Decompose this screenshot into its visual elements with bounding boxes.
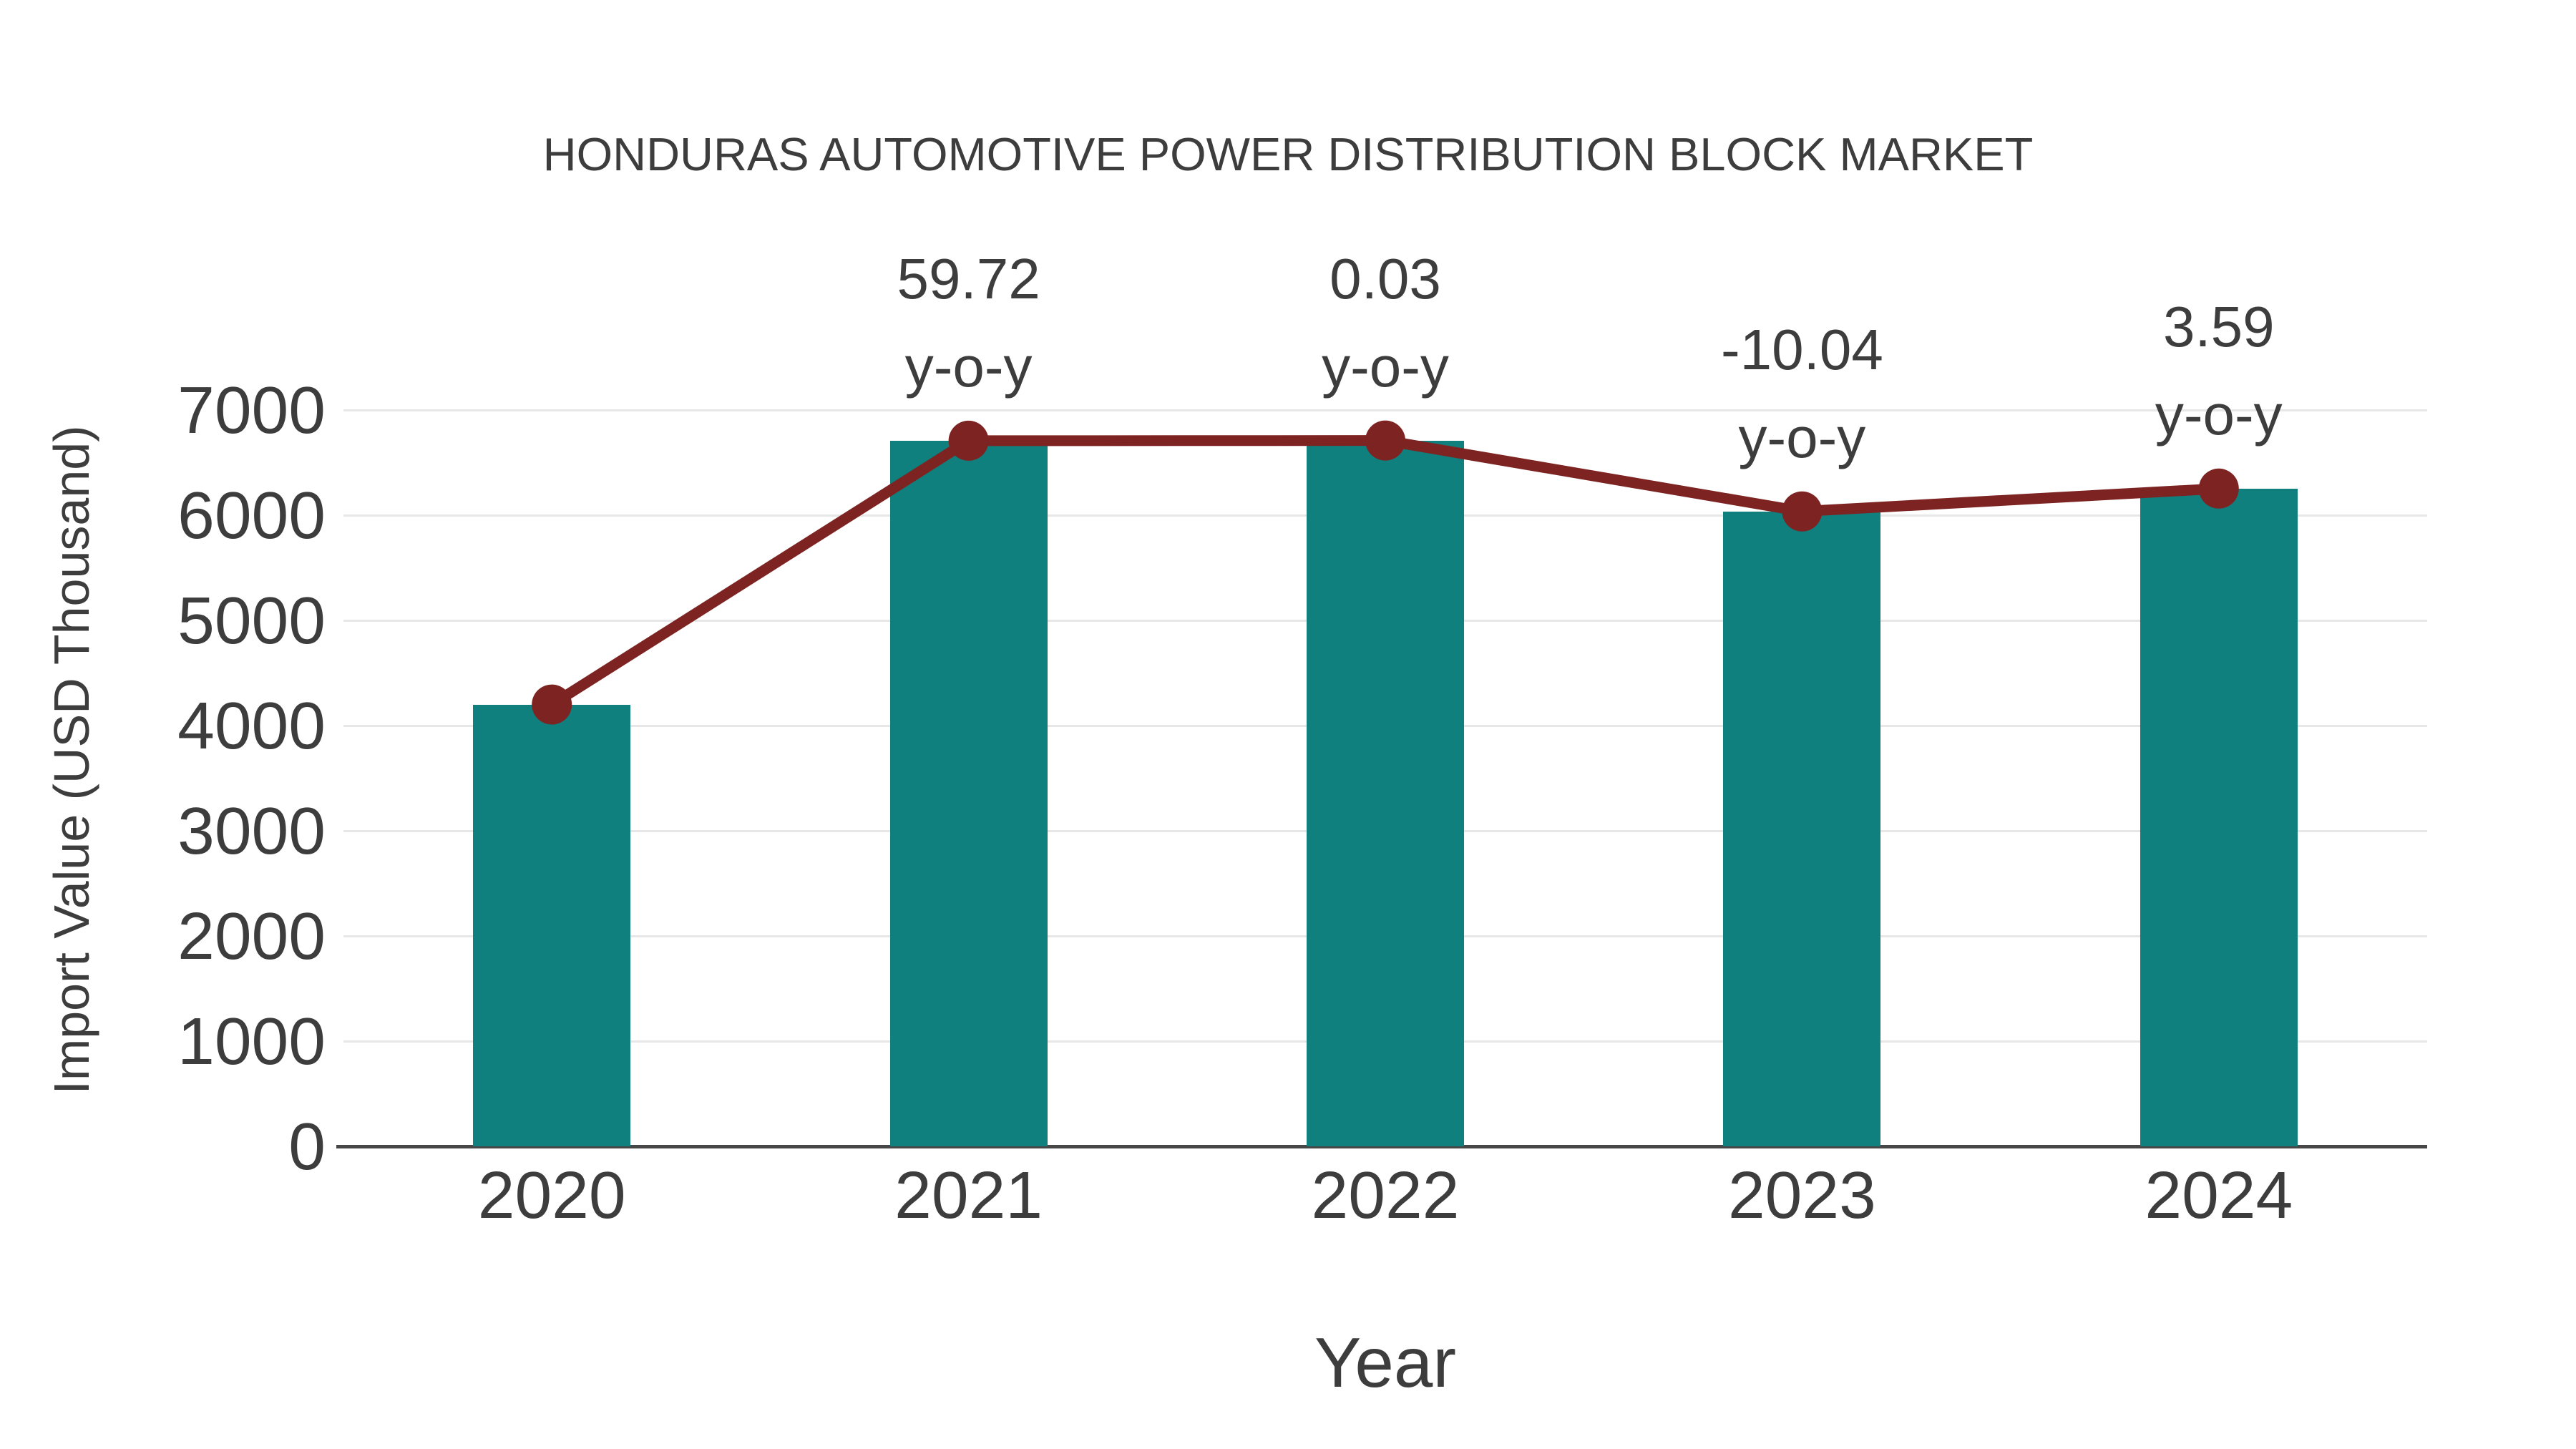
bar-2022: [1307, 440, 1464, 1146]
chart-title: HONDURAS AUTOMOTIVE POWER DISTRIBUTION B…: [542, 128, 2034, 180]
y-tick-label-6000: 6000: [177, 478, 326, 552]
x-tick-label-2022: 2022: [1311, 1158, 1460, 1232]
x-tick-label-2023: 2023: [1727, 1158, 1876, 1232]
yoy-annotation-suffix: y-o-y: [2155, 382, 2283, 447]
gridline-7000: [343, 409, 2427, 411]
yoy-annotation-2021: 59.72 y-o-y: [754, 235, 1184, 411]
yoy-annotation-suffix: y-o-y: [1322, 334, 1449, 399]
x-tick-label-2024: 2024: [2145, 1158, 2293, 1232]
yoy-annotation-value: 59.72: [897, 246, 1040, 311]
x-tick-label-2021: 2021: [894, 1158, 1043, 1232]
y-tick-label-5000: 5000: [177, 583, 326, 658]
yoy-annotation-2022: 0.03 y-o-y: [1171, 235, 1600, 411]
y-tick-label-0: 0: [288, 1109, 326, 1184]
yoy-annotation-suffix: y-o-y: [904, 334, 1033, 399]
x-axis-title: Year: [1314, 1323, 1457, 1402]
bar-2021: [889, 440, 1048, 1146]
y-tick-label-4000: 4000: [177, 688, 326, 763]
x-tick-label-2020: 2020: [477, 1158, 626, 1232]
yoy-annotation-value: -10.04: [1720, 317, 1883, 381]
yoy-annotation-2024: 3.59 y-o-y: [2004, 283, 2434, 459]
bar-2023: [1723, 511, 1881, 1146]
yoy-annotation-value: 0.03: [1330, 246, 1441, 311]
y-tick-label-3000: 3000: [177, 794, 326, 868]
bar-2020: [473, 704, 631, 1146]
yoy-annotation-2023: -10.04 y-o-y: [1587, 306, 2016, 482]
y-tick-label-2000: 2000: [177, 899, 326, 973]
y-tick-label-1000: 1000: [177, 1004, 326, 1078]
yoy-annotation-suffix: y-o-y: [1738, 405, 1866, 469]
y-tick-label-7000: 7000: [177, 373, 326, 447]
x-axis-baseline: [336, 1145, 2427, 1148]
yoy-annotation-value: 3.59: [2162, 294, 2275, 358]
bar-2024: [2140, 488, 2298, 1146]
